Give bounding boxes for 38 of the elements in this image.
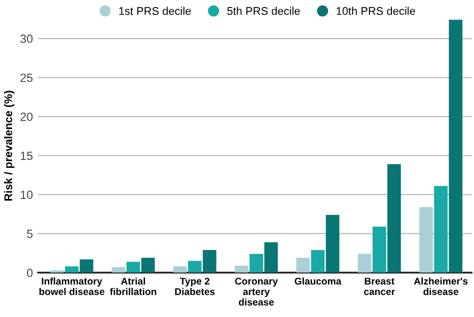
bar	[250, 254, 264, 273]
legend-label: 1st PRS decile	[119, 6, 191, 15]
y-tick-label: 30	[20, 34, 33, 43]
bar	[311, 250, 325, 273]
bar	[387, 164, 401, 273]
bar	[202, 250, 216, 273]
bar	[264, 242, 278, 273]
x-tick-label: Inflammatory bowel disease	[39, 277, 104, 296]
y-tick-label: 10	[20, 190, 33, 199]
bar	[141, 258, 155, 273]
y-axis-title: Risk / prevalence (%)	[4, 90, 14, 201]
x-tick-label: Glaucoma	[294, 277, 342, 285]
legend-label: 10th PRS decile	[336, 6, 416, 15]
bar	[126, 262, 140, 273]
y-tick-label: 20	[20, 112, 33, 121]
x-tick-label: Breast cancer	[364, 278, 395, 296]
bar	[326, 214, 340, 273]
y-tick-label: 15	[20, 152, 33, 160]
bar	[112, 267, 126, 273]
x-tick-label: Atrial fibrillation	[110, 277, 156, 296]
bar	[234, 266, 248, 273]
y-tick-label: 0	[26, 268, 33, 278]
x-tick-label: Type 2 Diabetes	[175, 278, 215, 296]
bar	[296, 258, 310, 273]
bar	[448, 20, 462, 273]
bar	[434, 186, 448, 273]
bar	[173, 266, 187, 273]
x-tick-label: Coronary artery disease	[235, 278, 278, 306]
y-tick-label: 25	[20, 74, 33, 82]
x-tick-label: Alzheimer's disease	[414, 277, 468, 296]
bar	[64, 266, 79, 273]
bar	[188, 260, 202, 273]
y-tick-label: 5	[26, 230, 33, 238]
bar	[419, 207, 433, 273]
bar	[358, 254, 372, 273]
legend-label: 5th PRS decile	[227, 6, 300, 15]
bar	[372, 226, 386, 273]
bar	[80, 259, 94, 273]
